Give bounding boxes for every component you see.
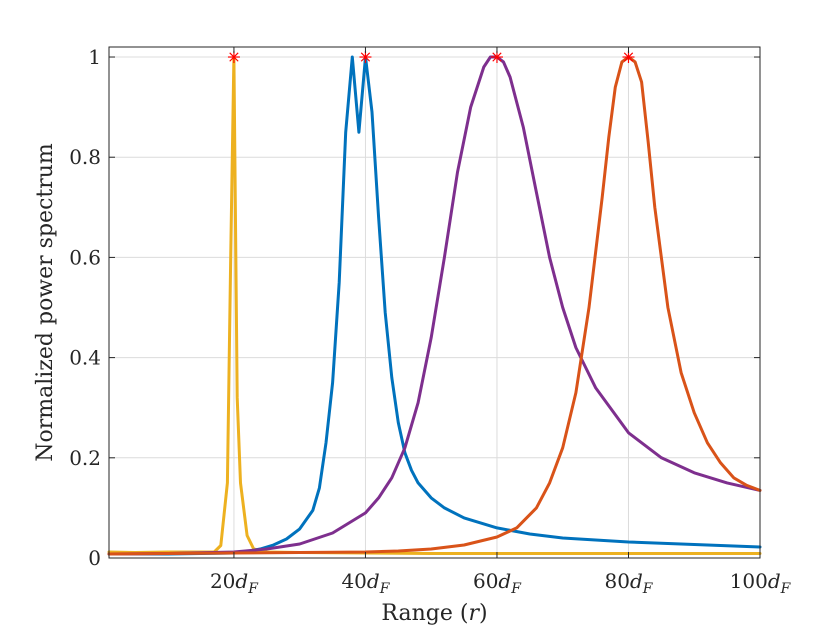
y-tick-label: 0.2 bbox=[69, 446, 101, 470]
x-tick-label: 100dF bbox=[730, 569, 792, 597]
y-tick-label: 0.4 bbox=[69, 346, 101, 370]
series-line-3 bbox=[107, 55, 762, 556]
peak-marker bbox=[359, 51, 372, 64]
series-group bbox=[107, 55, 762, 556]
x-tick-label: 40dF bbox=[341, 569, 390, 597]
y-tick-label: 0.6 bbox=[69, 245, 101, 269]
plot-frame bbox=[108, 46, 761, 559]
x-axis-label: Range (r) bbox=[381, 601, 487, 626]
x-tick-label: 60dF bbox=[473, 569, 522, 597]
x-tick-label: 80dF bbox=[604, 569, 653, 597]
peak-marker bbox=[490, 51, 503, 64]
y-axis-label: Normalized power spectrum bbox=[33, 143, 58, 462]
series-line-2 bbox=[107, 55, 762, 556]
tick-labels: 20dF 40dF 60dF 80dF 100dF 0 0.2 0.4 0.6 0.8 1 bbox=[69, 45, 791, 597]
y-tick-label: 0.8 bbox=[69, 145, 101, 169]
y-tick-label: 1 bbox=[88, 45, 101, 69]
series-line-4 bbox=[107, 55, 762, 556]
peak-marker bbox=[622, 51, 635, 64]
y-tick-label: 0 bbox=[88, 546, 101, 570]
ticks bbox=[109, 47, 761, 559]
peak-marker bbox=[227, 51, 240, 64]
peak-markers bbox=[227, 51, 635, 64]
x-tick-label: 20dF bbox=[210, 569, 259, 597]
